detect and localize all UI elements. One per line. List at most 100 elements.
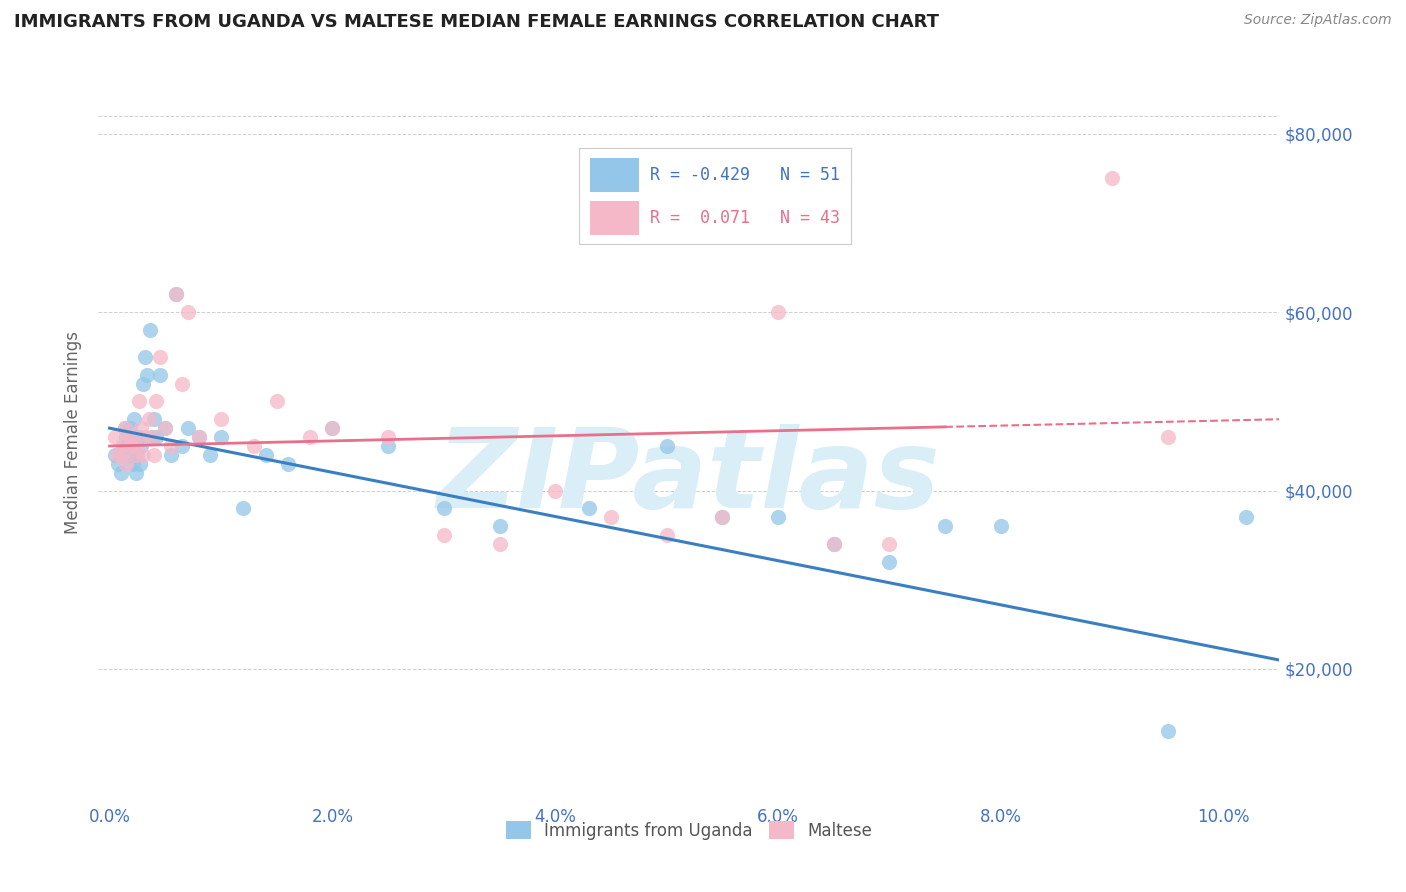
Point [655, 528, 678, 542]
Point [155, 421, 177, 435]
Point [243, 439, 266, 453]
Point [160, 448, 183, 462]
Point [655, 439, 678, 453]
Point [114, 421, 136, 435]
Point [143, 412, 166, 426]
Y-axis label: Median Female Earnings: Median Female Earnings [65, 331, 83, 534]
Point [132, 376, 155, 391]
Legend: Immigrants from Uganda, Maltese: Immigrants from Uganda, Maltese [499, 814, 879, 847]
Text: ZIPatlas: ZIPatlas [437, 424, 941, 531]
Point [125, 466, 148, 480]
Point [1157, 724, 1180, 739]
Point [176, 421, 198, 435]
Point [600, 510, 623, 524]
Point [110, 448, 132, 462]
Text: Source: ZipAtlas.com: Source: ZipAtlas.com [1244, 13, 1392, 28]
Point [488, 537, 510, 551]
Point [232, 501, 254, 516]
Point [578, 501, 600, 516]
Point [170, 439, 193, 453]
Point [990, 519, 1012, 533]
FancyBboxPatch shape [591, 158, 638, 192]
Point [128, 394, 150, 409]
Point [266, 394, 288, 409]
Point [134, 430, 156, 444]
Point [711, 510, 734, 524]
Point [544, 483, 567, 498]
Point [111, 439, 134, 453]
Point [488, 519, 510, 533]
Point [132, 448, 155, 462]
Point [138, 412, 160, 426]
Point [115, 430, 138, 444]
Point [165, 287, 187, 301]
Point [122, 439, 145, 453]
Point [1234, 510, 1257, 524]
Point [134, 350, 156, 364]
Point [107, 457, 129, 471]
Point [117, 448, 139, 462]
Point [433, 528, 456, 542]
Text: IMMIGRANTS FROM UGANDA VS MALTESE MEDIAN FEMALE EARNINGS CORRELATION CHART: IMMIGRANTS FROM UGANDA VS MALTESE MEDIAN… [14, 13, 939, 31]
Point [110, 466, 132, 480]
Point [170, 376, 193, 391]
Point [117, 430, 139, 444]
Point [114, 421, 136, 435]
Point [149, 368, 172, 382]
Point [129, 421, 152, 435]
Point [823, 537, 845, 551]
Point [128, 430, 150, 444]
Point [155, 421, 177, 435]
Point [149, 350, 172, 364]
Point [277, 457, 299, 471]
Point [879, 555, 901, 569]
Point [141, 430, 163, 444]
Point [118, 421, 141, 435]
Point [433, 501, 456, 516]
Point [377, 439, 399, 453]
Point [176, 305, 198, 319]
Point [766, 305, 789, 319]
Point [879, 537, 901, 551]
Point [127, 448, 149, 462]
Point [125, 448, 148, 462]
Point [198, 448, 221, 462]
Point [122, 457, 145, 471]
Point [321, 421, 343, 435]
Point [141, 430, 163, 444]
Point [128, 457, 150, 471]
Point [124, 430, 146, 444]
Point [377, 430, 399, 444]
Point [209, 412, 232, 426]
Point [121, 430, 143, 444]
Point [1157, 430, 1180, 444]
Point [118, 439, 141, 453]
Point [143, 448, 166, 462]
Point [711, 510, 734, 524]
Point [122, 412, 145, 426]
Point [105, 448, 128, 462]
Point [187, 430, 209, 444]
Point [934, 519, 956, 533]
Point [138, 323, 160, 337]
Point [209, 430, 232, 444]
Point [165, 287, 187, 301]
Point [187, 430, 209, 444]
Point [117, 439, 139, 453]
Point [823, 537, 845, 551]
Point [111, 439, 134, 453]
Text: R = -0.429   N = 51: R = -0.429 N = 51 [650, 166, 839, 184]
Point [299, 430, 322, 444]
Point [321, 421, 343, 435]
Point [766, 510, 789, 524]
Point [145, 394, 167, 409]
Text: R =  0.071   N = 43: R = 0.071 N = 43 [650, 209, 839, 227]
FancyBboxPatch shape [591, 201, 638, 235]
Point [121, 439, 143, 453]
Point [160, 439, 183, 453]
Point [254, 448, 277, 462]
Point [145, 430, 167, 444]
Point [115, 457, 138, 471]
Point [1101, 171, 1123, 186]
Point [129, 439, 152, 453]
